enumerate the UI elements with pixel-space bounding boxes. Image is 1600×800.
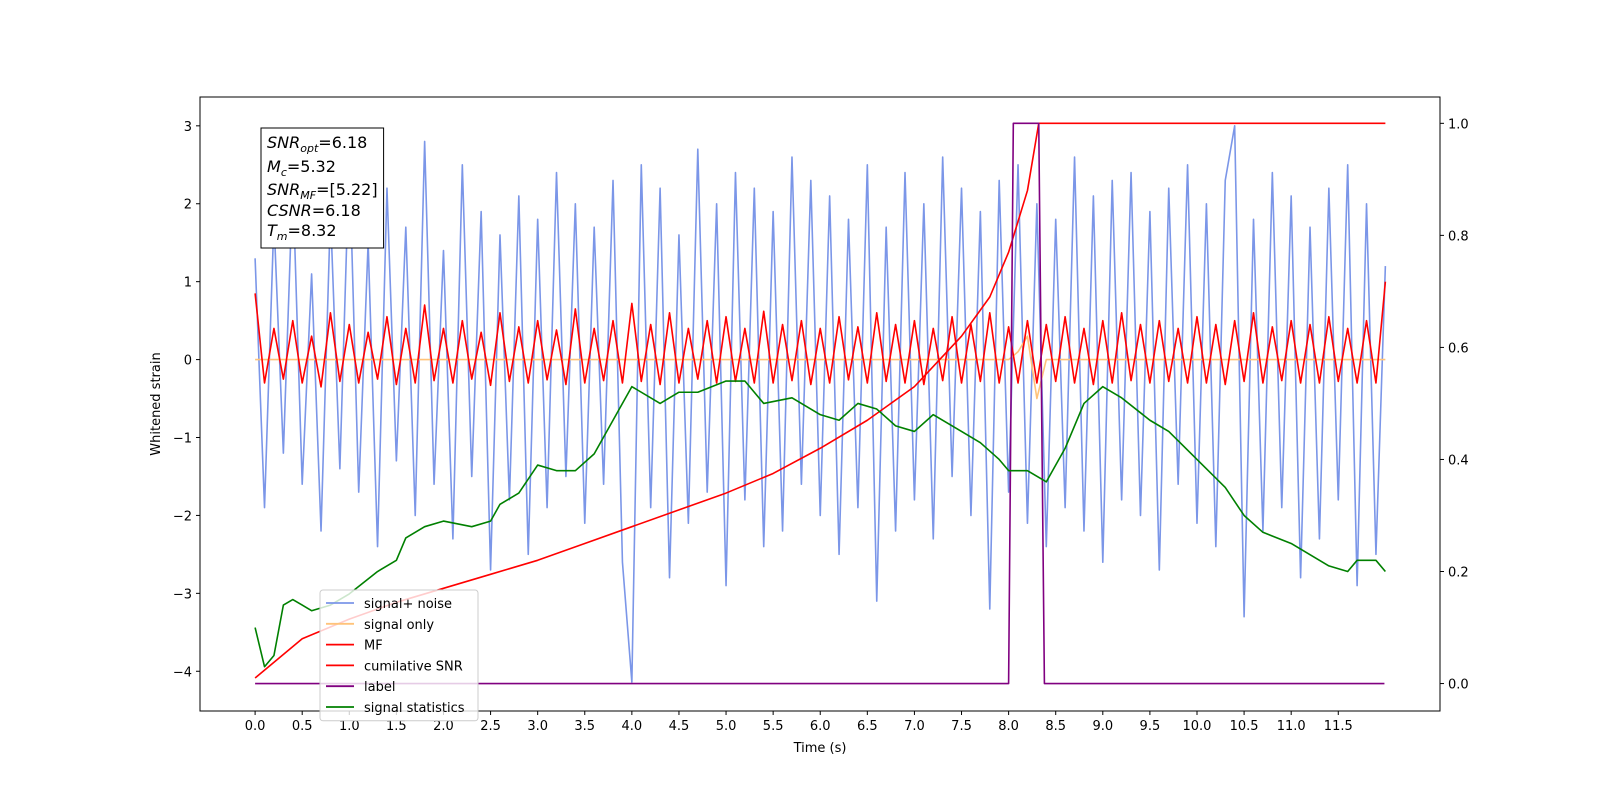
- x-tick-label: 2.0: [433, 719, 454, 734]
- x-tick-label: 9.5: [1140, 719, 1161, 734]
- x-tick-label: 9.0: [1092, 719, 1113, 734]
- legend-label: MF: [364, 639, 383, 654]
- series-line: [254, 125, 1387, 683]
- y2-tick-label: 0.6: [1448, 341, 1469, 356]
- annotation-text: =6.18: [312, 201, 361, 220]
- legend-label: signal+ noise: [364, 597, 452, 612]
- series-line: [255, 122, 1385, 685]
- x-tick-label: 3.5: [574, 719, 595, 734]
- x-tick-label: 1.0: [339, 719, 360, 734]
- x-tick-label: 6.5: [857, 719, 878, 734]
- y-axis-label: Whitened strain: [149, 352, 164, 455]
- x-tick-label: 8.0: [998, 719, 1019, 734]
- annotation-base: M: [267, 157, 281, 176]
- x-tick-label: 2.5: [480, 719, 501, 734]
- x-tick-label: 10.0: [1183, 719, 1212, 734]
- legend-label: label: [364, 680, 395, 695]
- series-line: [254, 281, 1387, 388]
- x-tick-label: 3.0: [527, 719, 548, 734]
- x-tick-label: 10.5: [1230, 719, 1259, 734]
- x-tick-label: 8.5: [1045, 719, 1066, 734]
- x-axis-label: Time (s): [793, 741, 847, 756]
- annotation-base: T: [267, 221, 278, 240]
- y2-tick-label: 1.0: [1448, 117, 1469, 132]
- x-tick-label: 5.5: [763, 719, 784, 734]
- x-tick-label: 11.0: [1277, 719, 1306, 734]
- x-tick-label: 4.0: [622, 719, 643, 734]
- y-tick-label: 0: [184, 354, 192, 369]
- legend-label: signal statistics: [364, 701, 465, 716]
- legend-label: cumilative SNR: [364, 659, 463, 674]
- annotation-text: =5.32: [287, 157, 336, 176]
- y-tick-label: −3: [173, 587, 192, 602]
- annotation: SNRopt=6.18 Mc=5.32 SNRMF=[5.22] CSNR=6.18 T…: [267, 133, 378, 243]
- annotation-base: CSNR: [267, 201, 312, 220]
- y-tick-label: −4: [173, 665, 192, 680]
- x-tick-label: 7.0: [904, 719, 925, 734]
- annotation-text: =8.32: [288, 221, 337, 240]
- annotation-base: SNR: [267, 133, 300, 152]
- y2-tick-label: 0.0: [1448, 678, 1469, 693]
- legend-box: [319, 589, 479, 722]
- x-tick-label: 5.0: [716, 719, 737, 734]
- x-tick-label: 11.5: [1324, 719, 1353, 734]
- annotation-box: [260, 127, 385, 249]
- legend-label: signal only: [364, 618, 434, 633]
- y-tick-label: 1: [184, 276, 192, 291]
- y-tick-label: 2: [184, 198, 192, 213]
- annotation-text: =6.18: [318, 133, 367, 152]
- x-tick-label: 6.0: [810, 719, 831, 734]
- y-tick-label: 3: [184, 120, 192, 135]
- series-line: [255, 335, 1386, 400]
- annotation-sub: m: [277, 230, 288, 243]
- annotation-sub: c: [281, 166, 287, 179]
- y2-tick-label: 0.4: [1448, 453, 1469, 468]
- y2-tick-label: 0.8: [1448, 229, 1469, 244]
- annotation-base: SNR: [267, 180, 300, 199]
- x-tick-label: 4.5: [669, 719, 690, 734]
- annotation-sub: MF: [300, 189, 316, 202]
- y-tick-label: −1: [173, 432, 192, 447]
- y2-tick-label: 0.2: [1448, 566, 1469, 581]
- annotation-text: =[5.22]: [316, 180, 378, 199]
- annotation-sub: opt: [300, 142, 319, 155]
- y-tick-label: −2: [173, 509, 192, 524]
- series-line: [254, 380, 1386, 668]
- legend: signal+ noise signal only MF cumilative SNR…: [319, 589, 479, 722]
- x-tick-label: 1.5: [386, 719, 407, 734]
- x-tick-label: 0.5: [292, 719, 313, 734]
- x-tick-label: 0.0: [245, 719, 266, 734]
- x-tick-label: 7.5: [951, 719, 972, 734]
